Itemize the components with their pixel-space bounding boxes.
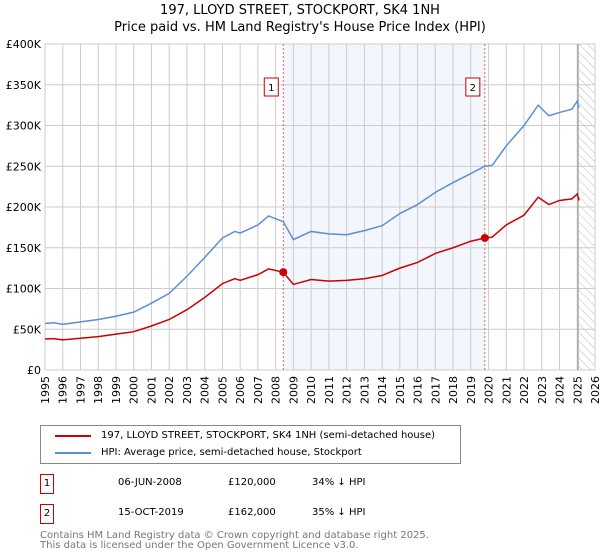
sale-marker-badge: 2	[40, 504, 54, 524]
legend-swatch-property	[55, 434, 91, 437]
x-tick-label: 2006	[234, 376, 247, 404]
y-tick-label: £250K	[6, 160, 42, 173]
y-tick-label: £200K	[6, 201, 42, 214]
x-tick-label: 2003	[181, 376, 194, 404]
sale-label: 2	[470, 83, 476, 94]
footer-line-2: This data is licensed under the Open Gov…	[40, 540, 359, 551]
sale-hpi-diff: 35% ↓ HPI	[312, 507, 366, 518]
series-line	[44, 99, 580, 326]
sale-date: 15-OCT-2019	[118, 507, 184, 518]
x-tick-label: 2015	[394, 376, 407, 404]
x-tick-label: 2010	[305, 376, 318, 404]
x-tick-label: 1999	[110, 376, 123, 404]
sale-price: £120,000	[228, 477, 276, 488]
legend-swatch-hpi	[55, 451, 91, 454]
sale-row: 2 15-OCT-2019 £162,000 35% ↓ HPI	[40, 504, 440, 524]
x-tick-label: 2019	[465, 376, 478, 404]
y-tick-label: £150K	[6, 242, 42, 255]
x-tick-label: 2016	[412, 376, 425, 404]
x-tick-label: 1995	[39, 376, 52, 404]
sale-label-box	[465, 77, 481, 97]
x-tick-label: 2021	[500, 376, 513, 404]
x-tick-label: 2002	[163, 376, 176, 404]
x-tick-label: 2009	[287, 376, 300, 404]
sale-label: 1	[268, 83, 274, 94]
x-tick-label: 2020	[483, 376, 496, 404]
sale-row: 1 06-JUN-2008 £120,000 34% ↓ HPI	[40, 474, 440, 494]
x-tick-label: 1998	[92, 376, 105, 404]
x-tick-label: 2000	[128, 376, 141, 404]
x-tick-label: 2026	[589, 376, 600, 404]
footer-line-1: Contains HM Land Registry data © Crown c…	[40, 530, 429, 541]
x-tick-label: 2005	[216, 376, 229, 404]
legend: 197, LLOYD STREET, STOCKPORT, SK4 1NH (s…	[40, 425, 461, 464]
x-tick-label: 2001	[145, 376, 158, 404]
footer: Contains HM Land Registry data © Crown c…	[40, 531, 429, 551]
x-tick-label: 2024	[554, 376, 567, 404]
legend-label-hpi: HPI: Average price, semi-detached house,…	[101, 447, 362, 458]
x-tick-label: 1997	[74, 376, 87, 404]
x-tick-label: 2022	[518, 376, 531, 404]
sale-point	[279, 268, 288, 277]
sale-marker-badge: 1	[40, 474, 54, 494]
x-tick-label: 2014	[376, 376, 389, 404]
sale-point	[480, 233, 489, 242]
x-tick-label: 2012	[341, 376, 354, 404]
x-tick-label: 1996	[57, 376, 70, 404]
sale-hpi-diff: 34% ↓ HPI	[312, 477, 366, 488]
x-tick-label: 2018	[447, 376, 460, 404]
legend-label-property: 197, LLOYD STREET, STOCKPORT, SK4 1NH (s…	[101, 430, 436, 441]
y-tick-label: £300K	[6, 120, 42, 133]
x-tick-label: 2007	[252, 376, 265, 404]
x-tick-label: 2008	[270, 376, 283, 404]
x-tick-label: 2013	[358, 376, 371, 404]
y-tick-label: £100K	[6, 283, 42, 296]
x-tick-label: 2011	[323, 376, 336, 404]
x-tick-label: 2004	[199, 376, 212, 404]
chart-title: 197, LLOYD STREET, STOCKPORT, SK4 1NH	[160, 3, 440, 18]
x-tick-label: 2023	[536, 376, 549, 404]
y-tick-label: £400K	[6, 38, 42, 51]
chart-subtitle: Price paid vs. HM Land Registry's House …	[114, 20, 486, 35]
sale-price: £162,000	[228, 507, 276, 518]
sale-date: 06-JUN-2008	[118, 477, 182, 488]
x-tick-label: 2025	[571, 376, 584, 404]
series-line	[44, 192, 580, 341]
x-tick-label: 2017	[429, 376, 442, 404]
y-tick-label: £350K	[6, 79, 42, 92]
sale-label-box	[263, 77, 279, 97]
y-tick-label: £0	[27, 364, 41, 377]
plot-area: 1995 1996 1997 1998 1999 2000 2001 2002 2003 2004…	[6, 38, 600, 404]
y-tick-label: £50K	[13, 323, 42, 336]
